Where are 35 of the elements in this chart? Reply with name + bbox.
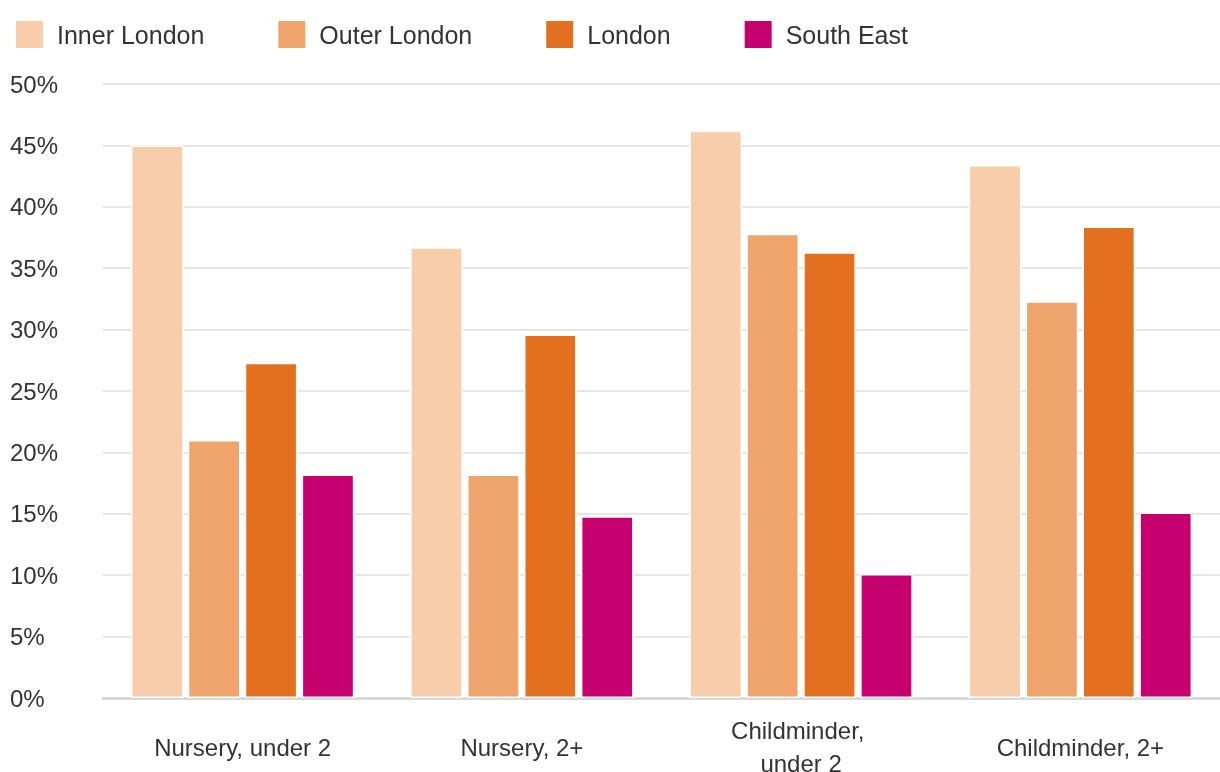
bar	[860, 573, 913, 698]
y-tick-label: 10%	[10, 561, 59, 589]
y-tick-label: 20%	[10, 438, 59, 466]
x-tick-label: Childminder, under 2	[731, 717, 872, 772]
bar	[746, 233, 800, 698]
y-tick-label: 5%	[10, 623, 45, 651]
y-tick-label: 50%	[10, 70, 59, 98]
bar	[689, 130, 743, 698]
y-tick-label: 40%	[10, 193, 59, 221]
bar	[803, 252, 856, 698]
y-tick-label: 35%	[10, 254, 59, 282]
bar	[301, 474, 355, 698]
bar	[1139, 512, 1193, 698]
bar	[968, 165, 1022, 698]
y-tick-label: 0%	[10, 684, 45, 712]
bar	[187, 440, 241, 698]
legend-label: South East	[785, 20, 909, 49]
y-tick-label: 45%	[10, 131, 59, 159]
y-tick-label: 30%	[10, 316, 59, 344]
bar	[1025, 301, 1079, 698]
legend-label: Outer London	[319, 20, 473, 49]
x-tick-label: Childminder, 2+	[996, 733, 1165, 761]
legend-label: Inner London	[57, 20, 205, 49]
bar	[130, 145, 184, 698]
y-tick-label: 25%	[10, 377, 59, 405]
bar	[523, 334, 577, 698]
bar	[1082, 226, 1136, 698]
bar	[410, 247, 463, 698]
bar	[467, 474, 520, 698]
bar	[580, 516, 634, 698]
x-tick-label: Nursery, 2+	[460, 733, 584, 761]
x-tick-label: Nursery, under 2	[154, 733, 332, 761]
legend-label: London	[587, 20, 671, 49]
y-tick-label: 15%	[10, 500, 59, 528]
bar	[244, 362, 298, 698]
